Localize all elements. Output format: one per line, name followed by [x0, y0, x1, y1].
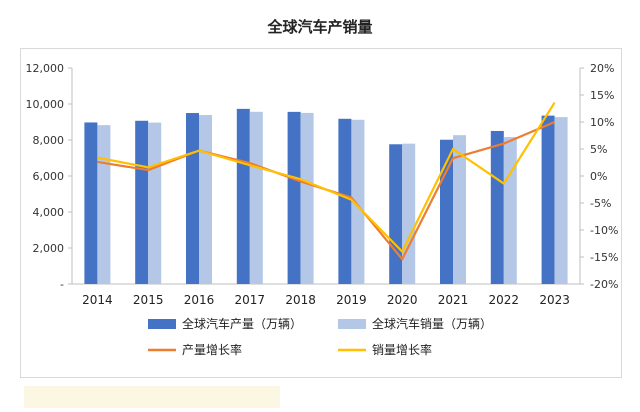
left-tick-label: 10,000 [26, 98, 65, 111]
chart-title: 全球汽车产销量 [267, 18, 373, 36]
right-tick-label: 15% [590, 89, 614, 102]
bar-production [490, 130, 504, 284]
x-tick-label: 2020 [387, 293, 418, 307]
bar-sales [402, 143, 416, 284]
bar-production [84, 122, 98, 284]
right-tick-label: 0% [590, 170, 607, 183]
x-tick-label: 2021 [438, 293, 469, 307]
right-tick-label: -20% [590, 278, 618, 291]
x-tick-label: 2018 [285, 293, 316, 307]
bar-sales [148, 122, 162, 285]
right-tick-label: 20% [590, 62, 614, 75]
bar-production [541, 115, 555, 284]
bar-production [389, 144, 403, 284]
bar-sales [453, 135, 466, 284]
left-tick-label: 8,000 [33, 134, 65, 147]
bar-sales [97, 125, 111, 284]
x-tick-label: 2022 [489, 293, 520, 307]
legend-sales-growth-label: 销量增长率 [372, 342, 432, 357]
legend-production-swatch [148, 319, 176, 329]
bar-sales [199, 115, 212, 284]
left-tick-label: 12,000 [26, 62, 65, 75]
footer-fade [24, 386, 280, 408]
bar-production [287, 111, 301, 284]
bar-production [236, 108, 250, 284]
bar-production [186, 113, 199, 284]
x-tick-label: 2017 [235, 293, 266, 307]
legend-production-label: 全球汽车产量（万辆） [182, 316, 302, 331]
bar-sales [554, 117, 568, 284]
legend-production-growth-label: 产量增长率 [182, 342, 242, 357]
right-tick-label: -15% [590, 251, 618, 264]
x-tick-label: 2023 [539, 293, 570, 307]
bar-production [338, 118, 352, 284]
bar-sales [300, 112, 314, 284]
chart-area-border [20, 48, 622, 378]
right-tick-label: 10% [590, 116, 614, 129]
bar-sales [249, 111, 263, 284]
bar-sales [351, 119, 365, 284]
bar-sales [503, 137, 517, 284]
legend-sales-label: 全球汽车销量（万辆） [372, 316, 492, 331]
left-tick-label: 4,000 [33, 206, 65, 219]
x-tick-label: 2015 [133, 293, 164, 307]
right-tick-label: 5% [590, 143, 607, 156]
bar-production [135, 120, 149, 284]
left-tick-label: 6,000 [33, 170, 65, 183]
x-tick-label: 2019 [336, 293, 367, 307]
x-tick-label: 2014 [82, 293, 113, 307]
left-tick-label: 2,000 [33, 242, 65, 255]
right-tick-label: -5% [590, 197, 611, 210]
legend-sales-swatch [338, 319, 366, 329]
right-tick-label: -10% [590, 224, 618, 237]
x-tick-label: 2016 [184, 293, 215, 307]
line-sales-growth [97, 101, 556, 253]
left-tick-label: - [60, 278, 64, 291]
